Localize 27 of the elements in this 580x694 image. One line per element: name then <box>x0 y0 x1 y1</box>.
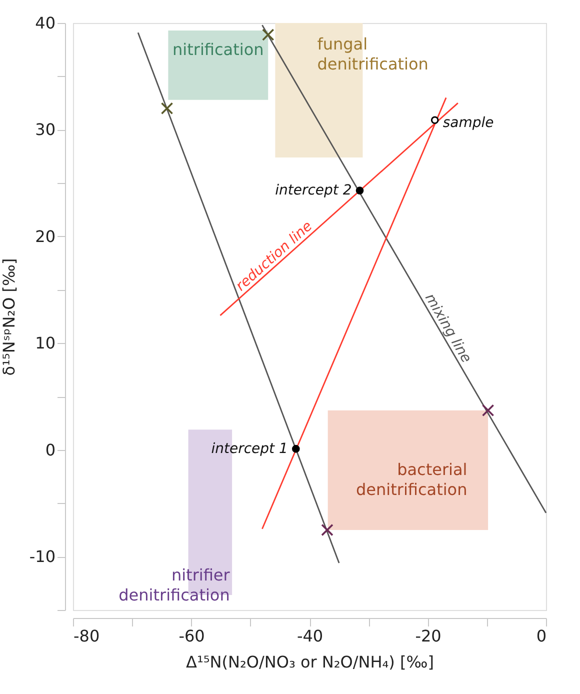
annotation: sample <box>442 115 494 132</box>
x-axis-title: Δ¹⁵N(N₂O/NO₃ or N₂O/NH₄) [‰] <box>186 652 434 672</box>
x-tick-label: -20 <box>415 626 442 646</box>
y-tick-label: 40 <box>35 14 56 32</box>
point <box>482 404 494 417</box>
y-tick-label: 30 <box>35 120 56 140</box>
point <box>292 444 300 453</box>
y-tick-label: -10 <box>29 547 56 566</box>
x-tick-label: -60 <box>178 626 205 646</box>
annotation: nitrification <box>172 40 264 59</box>
y-tick-label: 0 <box>45 440 56 460</box>
y-tick-label: 10 <box>35 334 56 353</box>
point <box>356 186 364 194</box>
point <box>321 524 334 536</box>
y-axis-title: δ¹⁵NˢᵖN₂O [‰] <box>0 258 18 376</box>
x-tick-label: -80 <box>74 626 100 646</box>
annotation: fungal denitrification <box>317 34 428 74</box>
x-tick-label: -40 <box>296 626 324 646</box>
point <box>430 116 439 124</box>
annotation: intercept 1 <box>211 440 288 457</box>
annotation: nitrifier denitrification <box>118 565 230 604</box>
y-tick-label: 20 <box>35 226 56 246</box>
annotation: intercept 2 <box>275 182 352 199</box>
point <box>262 28 274 41</box>
x-tick-label: 0 <box>536 626 546 646</box>
point <box>160 102 174 115</box>
annotation: bacterial denitrification <box>356 460 468 500</box>
